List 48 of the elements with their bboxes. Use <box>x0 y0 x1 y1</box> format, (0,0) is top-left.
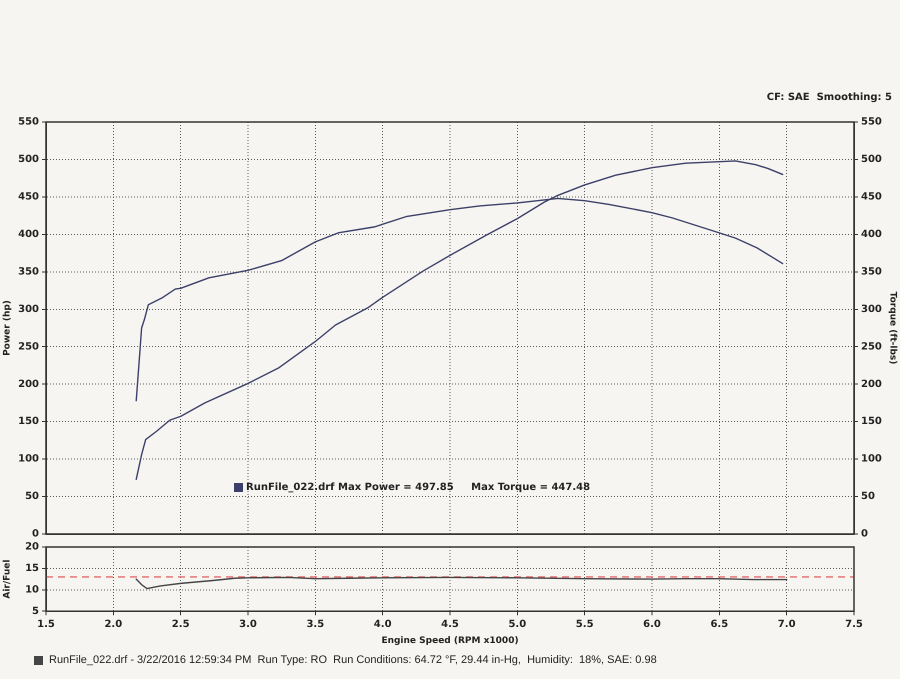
y-tick-label: 450 <box>18 192 40 203</box>
x-tick-label: 2.0 <box>104 618 122 630</box>
y-tick-label: 550 <box>18 116 40 128</box>
y2-tick-label: 450 <box>861 192 882 203</box>
x-tick-label: 2.5 <box>172 618 190 630</box>
y-tick-label: 200 <box>18 378 40 390</box>
x-tick-label: 3.0 <box>239 618 257 630</box>
y-tick-label: 50 <box>25 491 40 502</box>
x-axis-title: Engine Speed (RPM x1000) <box>381 636 519 646</box>
x-tick-label: 5.5 <box>576 618 594 630</box>
y-tick-label: 0 <box>32 528 40 540</box>
x-tick-label: 3.5 <box>306 618 324 630</box>
y-tick-label: 15 <box>25 562 40 574</box>
x-tick-label: 4.5 <box>441 618 459 630</box>
x-tick-label: 4.0 <box>374 618 392 630</box>
x-tick-label: 6.5 <box>710 618 728 630</box>
y2-tick-label: 500 <box>861 154 882 166</box>
y2-tick-label: 100 <box>861 454 882 465</box>
y2-tick-label: 350 <box>861 266 882 278</box>
y2-tick-label: 550 <box>861 116 882 128</box>
y2-tick-label: 150 <box>861 416 882 428</box>
x-tick-label: 5.0 <box>508 618 526 630</box>
y-tick-label: 400 <box>18 228 40 240</box>
x-tick-label: 7.5 <box>845 618 863 630</box>
y2-axis-title: Torque (ft-lbs) <box>887 292 898 364</box>
y2-tick-label: 50 <box>861 491 875 502</box>
y2-tick-label: 400 <box>861 228 882 240</box>
y-tick-label: 350 <box>18 266 40 278</box>
y2-tick-label: 0 <box>861 528 868 540</box>
y-tick-label: 10 <box>25 584 40 596</box>
y-tick-label: 5 <box>32 606 40 617</box>
y-tick-label: 150 <box>18 416 40 428</box>
y-tick-label: 250 <box>18 341 40 352</box>
text: CF: SAE Smoothing: 5 <box>766 92 892 103</box>
y2-tick-label: 250 <box>861 341 882 352</box>
x-tick-label: 6.0 <box>643 618 661 630</box>
y-tick-label: 500 <box>18 154 40 166</box>
x-tick-label: 7.0 <box>778 618 796 630</box>
y-tick-label: 300 <box>18 304 40 315</box>
y2-tick-label: 200 <box>861 378 882 390</box>
y-tick-label: 20 <box>25 542 40 553</box>
x-tick-label: 1.5 <box>37 618 55 630</box>
y-axis-title: Power (hp) <box>2 300 13 356</box>
y2-tick-label: 300 <box>861 304 882 315</box>
text: RunFile_022.drf - 3/22/2016 12:59:34 PM Run Type: RO Run Conditions: 64.72 °F, 29.44 in-Hg, Humidity: 18%, SAE: 0.98 <box>49 654 657 666</box>
y-axis-title: Air/Fuel <box>2 560 13 599</box>
y-tick-label: 100 <box>18 454 40 465</box>
annotation: RunFile_022.drf Max Power = 497.85 Max Torque = 447.48 <box>246 482 590 493</box>
